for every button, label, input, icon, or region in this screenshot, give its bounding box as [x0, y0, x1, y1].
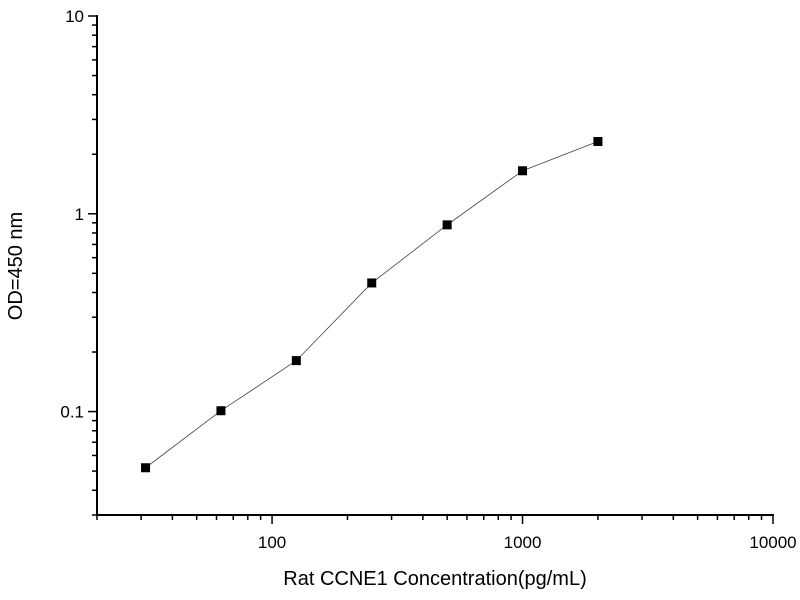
- data-point: [216, 406, 226, 416]
- data-point: [141, 463, 151, 473]
- series-line: [145, 141, 599, 469]
- data-point: [518, 166, 528, 176]
- x-tick-label: 10000: [749, 533, 796, 552]
- x-axis-title: Rat CCNE1 Concentration(pg/mL): [283, 568, 586, 590]
- y-axis-title: OD=450 nm: [5, 212, 27, 320]
- axes: [88, 15, 774, 524]
- x-tick-label: 1000: [504, 533, 542, 552]
- data-point: [593, 137, 603, 147]
- x-tick-labels: 100 1000 10000: [258, 533, 797, 552]
- y-tick-label: 1: [75, 205, 84, 224]
- data-series: [141, 137, 603, 473]
- data-point: [291, 356, 301, 366]
- data-point: [442, 220, 452, 230]
- y-tick-label: 0.1: [60, 403, 84, 422]
- x-tick-label: 100: [258, 533, 286, 552]
- y-tick-label: 10: [65, 7, 84, 26]
- y-tick-labels: 0.1 1 10: [60, 7, 84, 422]
- data-point: [367, 278, 377, 288]
